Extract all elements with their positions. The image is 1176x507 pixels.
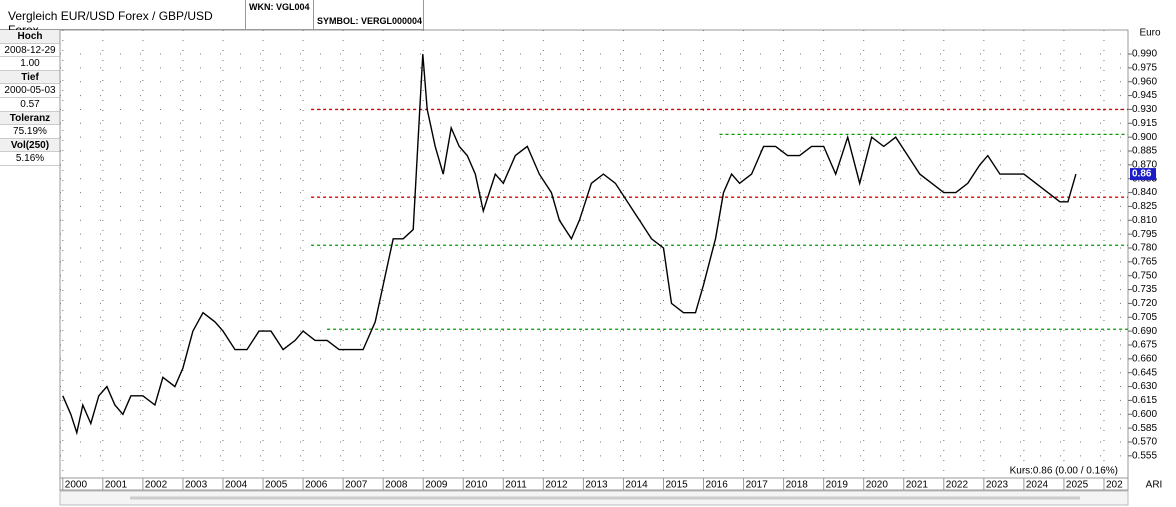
y-tick-label: 0.870 [1132,160,1157,171]
price-line [62,53,1077,436]
y-tick-label: 0.660 [1132,353,1157,364]
y-tick-label: 0.990 [1132,49,1157,60]
y-tick-label: 0.780 [1132,243,1157,254]
x-tick-label: 2011 [505,480,527,491]
y-tick-label: 0.645 [1132,367,1157,378]
y-tick-label: 0.570 [1132,437,1157,448]
x-tick-label: 2017 [746,480,769,491]
y-tick-label: 0.915 [1132,118,1157,129]
x-tick-label: 2019 [826,480,849,491]
y-tick-label: 0.705 [1132,312,1157,323]
x-tick-label: 2023 [986,480,1009,491]
stat-date: 2008-12-29 [0,44,60,58]
y-tick-label: 0.675 [1132,340,1157,351]
x-tick-label: 2013 [585,480,608,491]
stat-value: 5.16% [0,152,60,166]
y-tick-label: 0.630 [1132,381,1157,392]
stat-label: Tief [0,70,60,85]
x-tick-label: 2024 [1026,480,1049,491]
y-tick-label: 0.900 [1132,132,1157,143]
x-tick-label: 2005 [265,480,288,491]
y-tick-label: 0.840 [1132,187,1157,198]
x-tick-label: 2010 [465,480,488,491]
stats-panel: Hoch 2008-12-29 1.00 Tief 2000-05-03 0.57 Tole… [0,30,60,166]
stat-date: 2000-05-03 [0,84,60,98]
x-tick-label: 2025 [1066,480,1089,491]
plot-frame [59,29,1129,479]
x-axis-strip [59,477,1129,491]
x-tick-label: 2001 [105,480,128,491]
y-tick-label: 0.810 [1132,215,1157,226]
stat-label: Vol(250) [0,138,60,153]
y-tick-label: 0.945 [1132,90,1157,101]
x-tick-label: 2009 [425,480,448,491]
y-tick-label: 0.555 [1132,450,1157,461]
last-value-badge [1130,168,1156,181]
stat-value: 1.00 [0,57,60,71]
y-tick-label: 0.885 [1132,146,1157,157]
y-tick-label: 0.750 [1132,270,1157,281]
x-tick-label: 2003 [185,480,208,491]
stat-value: 0.57 [0,98,60,112]
x-tick-label: 2002 [145,480,168,491]
x-tick-label: 2022 [946,480,969,491]
y-tick-label: 0.975 [1132,63,1157,74]
stat-value: 75.19% [0,125,60,139]
unit: Euro [1139,28,1161,39]
x-tick-label: 202 [1106,480,1123,491]
x-tick-label: 2004 [225,480,248,491]
corner-label: ARI [1146,480,1163,491]
x-tick-label: 2006 [305,480,328,491]
x-tick-label: 2012 [545,480,568,491]
x-tick-label: 2007 [345,480,368,491]
y-tick-label: 0.960 [1132,76,1157,87]
stat-label: Hoch [0,30,60,44]
y-tick-label: 0.825 [1132,201,1157,212]
y-tick-label: 0.765 [1132,256,1157,267]
x-tick-label: 2008 [385,480,408,491]
x-tick-label: 2000 [65,480,88,491]
x-tick-label: 2021 [906,480,929,491]
x-tick-label: 2015 [665,480,688,491]
y-tick-label: 0.615 [1132,395,1157,406]
last-value-label: 0.86 [1132,169,1152,180]
stat-label: Toleranz [0,111,60,126]
quote: Kurs:0.86 (0.00 / 0.16%) [1010,466,1118,477]
x-tick-label: 2018 [786,480,809,491]
y-tick-label: 0.795 [1132,229,1157,240]
x-tick-label: 2014 [625,480,648,491]
x-tick-label: 2020 [866,480,889,491]
y-tick-label: 0.600 [1132,409,1157,420]
y-tick-label: 0.930 [1132,104,1157,115]
y-tick-label: 0.585 [1132,423,1157,434]
x-tick-label: 2016 [706,480,729,491]
y-tick-label: 0.735 [1132,284,1157,295]
y-tick-label: 0.720 [1132,298,1157,309]
y-tick-label: 0.690 [1132,326,1157,337]
